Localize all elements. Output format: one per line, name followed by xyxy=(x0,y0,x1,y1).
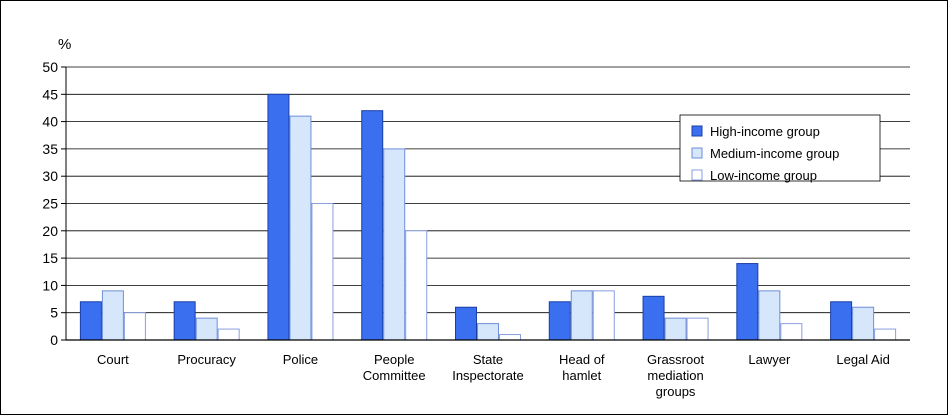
y-tick-label: 35 xyxy=(42,141,58,157)
gridlines xyxy=(66,67,910,313)
bar-2-7 xyxy=(781,324,802,340)
bar-2-5 xyxy=(593,291,614,340)
y-axis-label: % xyxy=(58,36,71,53)
y-tick-label: 5 xyxy=(50,305,58,321)
x-category-label: Grassroot mediation groups xyxy=(647,352,704,399)
bar-2-6 xyxy=(687,318,708,340)
y-tick-label: 20 xyxy=(42,223,58,239)
y-tick-label: 10 xyxy=(42,277,58,293)
bar-1-0 xyxy=(102,291,123,340)
bar-0-7 xyxy=(737,264,758,340)
x-category-label: Head of hamlet xyxy=(559,352,605,383)
y-tick-label: 50 xyxy=(42,59,58,75)
x-category-label: Procuracy xyxy=(177,352,236,367)
y-tick-label: 15 xyxy=(42,250,58,266)
bar-0-5 xyxy=(549,302,570,340)
y-tick-label: 25 xyxy=(42,196,58,212)
bar-1-6 xyxy=(665,318,686,340)
bar-2-2 xyxy=(312,204,333,341)
bar-1-2 xyxy=(290,116,311,340)
bar-1-7 xyxy=(759,291,780,340)
bar-1-1 xyxy=(196,318,217,340)
x-category-label: Lawyer xyxy=(748,352,791,367)
legend: High-income group Medium-income group Low-… xyxy=(680,115,880,183)
bar-2-4 xyxy=(500,335,521,340)
y-tick-label: 40 xyxy=(42,114,58,130)
x-category-label: Court xyxy=(97,352,129,367)
y-tick-label: 45 xyxy=(42,86,58,102)
x-category-label: State Inspectorate xyxy=(452,352,524,383)
bar-1-3 xyxy=(384,149,405,340)
bar-2-3 xyxy=(406,231,427,340)
x-axis-categories: Court Procuracy Police People Committee State… xyxy=(97,352,890,399)
bar-2-1 xyxy=(218,329,239,340)
bar-0-2 xyxy=(268,94,289,340)
y-tick-label: 30 xyxy=(42,168,58,184)
bar-1-8 xyxy=(853,307,874,340)
bar-0-8 xyxy=(831,302,852,340)
bar-0-0 xyxy=(80,302,101,340)
legend-swatch xyxy=(692,170,702,180)
legend-swatch xyxy=(692,148,702,158)
legend-label: Low-income group xyxy=(710,168,817,183)
y-axis-ticks: 0 5 10 15 20 25 30 35 40 45 50 xyxy=(42,59,66,348)
legend-label: Medium-income group xyxy=(710,146,839,161)
bar-1-4 xyxy=(478,324,499,340)
bar-0-1 xyxy=(174,302,195,340)
bar-2-0 xyxy=(124,313,145,340)
x-category-label: Legal Aid xyxy=(836,352,890,367)
x-category-label: People Committee xyxy=(363,352,426,383)
legend-label: High-income group xyxy=(710,124,820,139)
bar-2-8 xyxy=(875,329,896,340)
y-tick-label: 0 xyxy=(50,332,58,348)
legend-swatch xyxy=(692,126,702,136)
bar-0-4 xyxy=(456,307,477,340)
x-category-label: Police xyxy=(283,352,318,367)
bar-0-3 xyxy=(362,111,383,340)
bar-0-6 xyxy=(643,296,664,340)
bar-1-5 xyxy=(571,291,592,340)
